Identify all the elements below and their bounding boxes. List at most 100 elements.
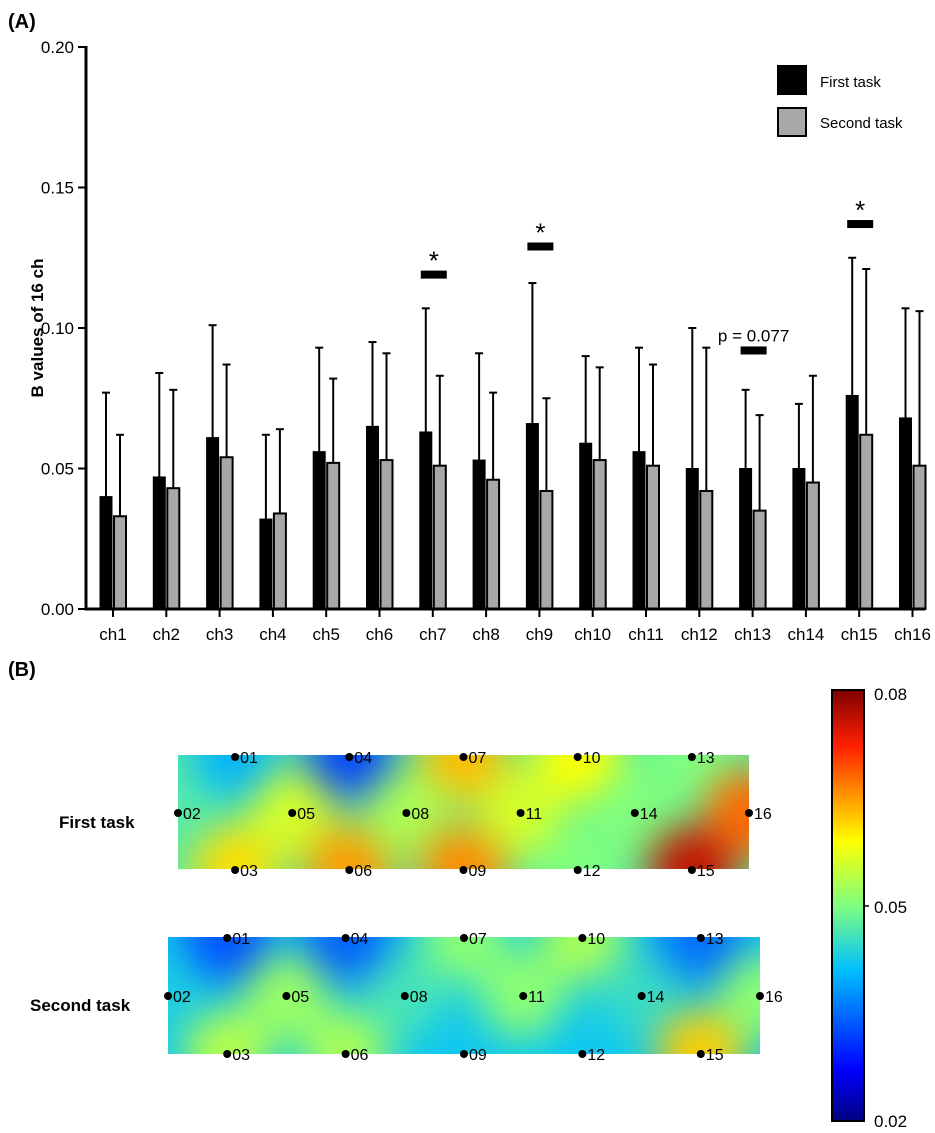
channel-label-01: 01 (240, 750, 258, 767)
channel-marker-16 (745, 809, 753, 817)
heatmap-blob-06 (301, 1010, 390, 1054)
channel-marker-13 (687, 753, 696, 761)
heatmap-second-task (168, 937, 760, 1054)
bar-second-ch10 (592, 459, 607, 610)
channel-label-11: 11 (528, 989, 545, 1006)
bar-first-ch12 (685, 468, 699, 610)
channel-marker-03 (231, 866, 240, 874)
bar-series (99, 256, 927, 611)
significance-bar-ch13 (740, 346, 767, 355)
bar-first-ch8 (472, 459, 486, 610)
bar-first-ch7 (419, 431, 433, 610)
x-tick-label-ch14: ch14 (787, 625, 824, 644)
x-tick-label-ch5: ch5 (312, 625, 339, 644)
heatmap-row-label-second: Second task (30, 996, 131, 1015)
channel-marker-06 (341, 1050, 350, 1058)
x-axis-ticks: ch1 ch2 ch3 ch4 ch5 ch6 ch7 ch8 ch9 ch10 ch11 ch12 c… (99, 609, 931, 644)
channel-marker-02 (174, 809, 182, 817)
bar-first-ch13 (739, 468, 753, 610)
heatmap-blob-15 (656, 1010, 745, 1054)
significance-bar-ch15 (847, 220, 874, 229)
bar-first-ch11 (632, 451, 646, 610)
bar-second-ch9 (539, 489, 554, 611)
legend-label-second-task: Second task (820, 115, 903, 132)
channel-label-12: 12 (587, 1047, 605, 1064)
bar-second-ch14 (805, 481, 820, 610)
legend-label-first-task: First task (820, 74, 881, 91)
channel-marker-03 (223, 1050, 232, 1058)
bar-first-ch6 (366, 425, 379, 610)
channel-marker-08 (402, 809, 411, 817)
colorbar: 0.08 0.05 0.02 (831, 685, 907, 1131)
channel-label-03: 03 (240, 863, 258, 880)
heatmap-blob-01 (183, 937, 272, 982)
channel-label-10: 10 (583, 750, 601, 767)
significance-label-ch9: * (535, 218, 545, 248)
channel-marker-07 (459, 753, 468, 761)
x-tick-label-ch7: ch7 (419, 625, 446, 644)
heatmap-blob-09 (420, 1010, 508, 1054)
x-tick-label-ch8: ch8 (472, 625, 499, 644)
bar-second-ch6 (379, 459, 394, 610)
bar-first-ch10 (579, 442, 593, 610)
significance-bar-ch7 (420, 270, 447, 279)
channel-label-11: 11 (526, 806, 543, 823)
channel-marker-01 (223, 934, 232, 942)
channel-marker-09 (459, 866, 468, 874)
channel-marker-11 (516, 809, 525, 817)
channel-label-07: 07 (469, 750, 487, 767)
channel-marker-16 (756, 992, 764, 1000)
x-tick-label-ch16: ch16 (894, 625, 931, 644)
bar-second-ch4 (272, 512, 287, 611)
x-tick-label-ch11: ch11 (628, 625, 664, 644)
colorbar-label-mid: 0.05 (874, 898, 907, 917)
channel-marker-06 (345, 866, 354, 874)
channel-label-08: 08 (411, 806, 429, 823)
heatmap-blob-16 (705, 769, 749, 857)
x-tick-label-ch2: ch2 (153, 625, 180, 644)
channel-label-02: 02 (183, 806, 201, 823)
bar-first-ch5 (312, 451, 326, 610)
bar-second-ch13 (752, 509, 767, 610)
channel-marker-05 (288, 809, 297, 817)
channel-marker-01 (231, 753, 240, 761)
x-tick-label-ch10: ch10 (574, 625, 611, 644)
channel-label-06: 06 (354, 863, 372, 880)
channel-marker-10 (573, 753, 582, 761)
channel-marker-12 (573, 866, 582, 874)
colorbar-label-max: 0.08 (874, 685, 907, 704)
legend-swatch-second-task (777, 107, 807, 137)
channel-label-02: 02 (173, 989, 191, 1006)
colorbar-label-min: 0.02 (874, 1112, 907, 1131)
channel-marker-02 (164, 992, 172, 1000)
channel-marker-05 (282, 992, 291, 1000)
heatmap-blob-16 (716, 952, 760, 1040)
x-tick-label-ch4: ch4 (259, 625, 286, 644)
heatmap-blob-03 (183, 1010, 272, 1054)
significance-label-ch7: * (429, 246, 439, 276)
channel-label-13: 13 (697, 750, 715, 767)
bar-first-ch1 (99, 496, 113, 610)
colorbar-gradient (831, 689, 865, 1122)
channel-label-04: 04 (351, 931, 369, 948)
x-tick-label-ch3: ch3 (206, 625, 233, 644)
bar-first-ch9 (525, 423, 539, 610)
bar-first-ch3 (206, 437, 220, 610)
bar-second-ch5 (326, 461, 341, 610)
bar-second-ch15 (859, 433, 874, 610)
bar-second-ch12 (699, 489, 714, 611)
panel-label-a: (A) (8, 11, 36, 33)
y-axis-ticks: 0.00 0.05 0.10 0.15 0.20 (41, 38, 86, 619)
channel-label-13: 13 (706, 931, 724, 948)
channel-marker-04 (341, 934, 350, 942)
bar-second-ch1 (113, 515, 127, 611)
bar-first-ch2 (152, 476, 166, 610)
channel-marker-13 (696, 934, 705, 942)
channel-label-04: 04 (354, 750, 372, 767)
x-tick-label-ch9: ch9 (526, 625, 553, 644)
channel-marker-15 (687, 866, 696, 874)
channel-marker-07 (460, 934, 468, 942)
channel-marker-14 (630, 809, 639, 817)
y-tick-label: 0.00 (41, 600, 74, 619)
